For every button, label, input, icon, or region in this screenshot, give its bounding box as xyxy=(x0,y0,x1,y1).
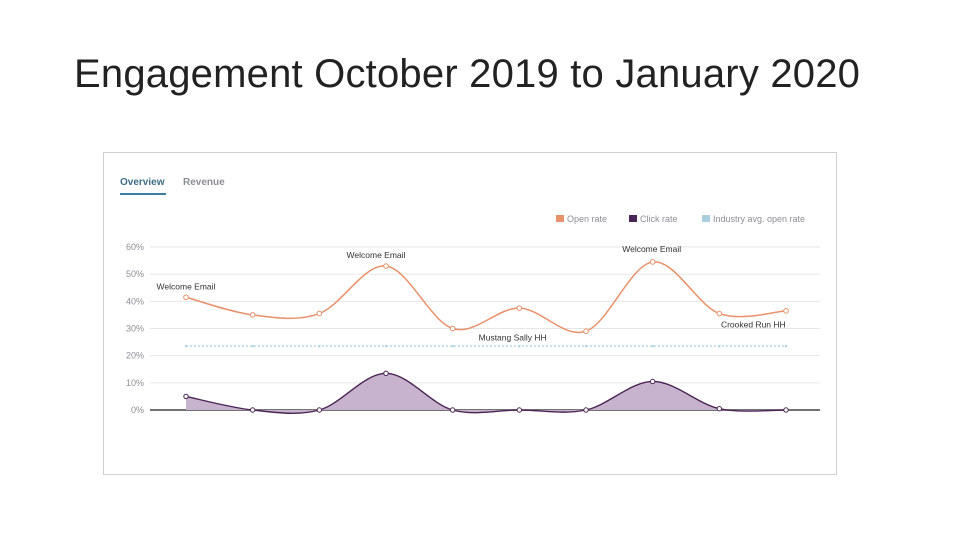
legend-swatch xyxy=(556,215,564,222)
industry-avg-point xyxy=(251,344,254,348)
y-tick-label: 30% xyxy=(126,324,144,334)
open-rate-point xyxy=(249,312,256,318)
industry-avg-point xyxy=(651,344,654,348)
y-tick-label: 60% xyxy=(126,242,144,252)
click-rate-point xyxy=(183,393,189,400)
y-tick-label: 10% xyxy=(126,378,144,388)
annotation-label: Welcome Email xyxy=(157,281,216,291)
open-rate-point xyxy=(783,308,789,314)
open-rate-point xyxy=(449,325,456,332)
legend-swatch xyxy=(702,215,710,222)
industry-avg-point xyxy=(184,344,188,348)
industry-avg-point xyxy=(584,344,588,348)
industry-avg-point xyxy=(318,344,321,348)
open-rate-point xyxy=(716,310,723,317)
industry-avg-point xyxy=(451,344,454,348)
click-rate-point xyxy=(516,407,523,413)
legend-swatch xyxy=(629,215,637,222)
engagement-chart: 60% 50% 40% 30% 20% 10% 0% Open rate Click rate I… xyxy=(126,214,820,415)
click-rate-point xyxy=(649,378,656,385)
industry-avg-point xyxy=(784,344,788,348)
legend-label: Open rate xyxy=(567,214,607,224)
y-tick-label: 0% xyxy=(131,405,144,415)
annotation-label: Welcome Email xyxy=(347,250,406,260)
slide-title: Engagement October 2019 to January 2020 xyxy=(74,52,861,96)
click-rate-point xyxy=(449,407,456,413)
open-rate-point xyxy=(316,310,323,317)
annotation-label: Mustang Sally HH xyxy=(479,333,547,343)
y-tick-label: 50% xyxy=(126,269,144,279)
open-rate-point xyxy=(649,259,656,265)
annotation-label: Crooked Run HH xyxy=(721,320,786,330)
tab-overview[interactable]: Overview xyxy=(120,177,165,188)
series-click-rate-area xyxy=(186,373,786,414)
open-rate-point xyxy=(583,328,589,335)
legend-label: Click rate xyxy=(640,214,678,224)
click-rate-point xyxy=(716,405,723,412)
open-rate-point xyxy=(183,294,189,301)
y-tick-label: 40% xyxy=(126,296,144,306)
click-rate-point xyxy=(383,370,389,377)
click-rate-point xyxy=(583,407,589,413)
industry-avg-point xyxy=(718,344,721,348)
annotation-label: Welcome Email xyxy=(622,244,681,254)
legend-label: Industry avg. open rate xyxy=(713,214,805,224)
click-rate-point xyxy=(783,407,789,413)
y-tick-label: 20% xyxy=(126,351,144,361)
tab-revenue[interactable]: Revenue xyxy=(183,177,225,188)
industry-avg-point xyxy=(518,344,521,348)
click-rate-point xyxy=(249,407,256,413)
click-rate-point xyxy=(316,407,323,413)
series-click-rate-line xyxy=(185,372,787,414)
open-rate-point xyxy=(516,305,523,311)
open-rate-point xyxy=(383,263,389,269)
industry-avg-point xyxy=(384,344,388,348)
chart-panel: Overview Revenue 60% 50% 40% 30% 20% 10% 0% Ope… xyxy=(103,152,837,475)
tab-active-indicator xyxy=(120,193,166,195)
series-open-rate-line xyxy=(185,261,787,334)
